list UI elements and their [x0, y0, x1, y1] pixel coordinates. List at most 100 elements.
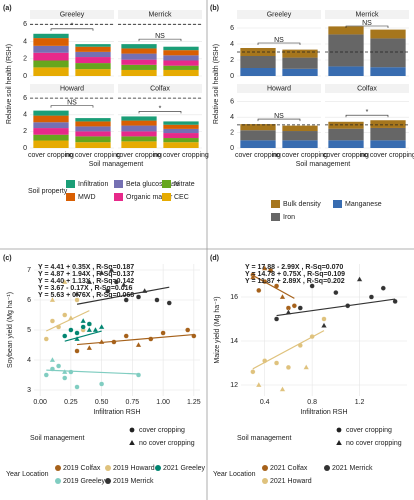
shape-legend-label: cover cropping: [139, 427, 185, 434]
bar-segment: [121, 69, 157, 76]
shape-legend-label: no cover cropping: [139, 440, 195, 447]
significance-bracket: [50, 105, 94, 108]
x-tick-label: 0.75: [126, 399, 140, 406]
point-triangle: [129, 440, 135, 445]
point-circle: [123, 297, 129, 303]
point-circle: [321, 316, 327, 322]
bar-segment: [328, 128, 364, 141]
panel-label: (a): [3, 5, 12, 12]
facet-strip: [118, 84, 202, 93]
x-tick-label: cover cropping: [116, 152, 162, 159]
significance-bracket: [138, 38, 182, 42]
fit-equation: Y = 4.41 + 0.35X , R-Sq=0.187: [38, 264, 134, 271]
legend-swatch: [105, 478, 111, 484]
bar-segment: [163, 69, 199, 76]
legend-label: MWD: [78, 194, 96, 201]
facet-strip: [237, 10, 321, 19]
point-circle: [74, 384, 80, 390]
legend-swatch: [66, 180, 75, 188]
bar-segment: [75, 63, 111, 70]
y-tick-label: 2: [23, 128, 27, 135]
point-circle: [99, 381, 105, 387]
point-circle: [309, 283, 315, 289]
point-circle: [105, 288, 111, 294]
point-triangle: [86, 344, 93, 351]
bar-segment: [33, 140, 69, 148]
facet-title: Colfax: [150, 85, 170, 92]
bar-segment: [282, 140, 318, 148]
fit-line: [252, 274, 295, 299]
legend-label: 2021 Greeley: [163, 465, 206, 472]
fit-equation: Y = 14.78 + 0.75X , R-Sq=0.109: [245, 271, 345, 278]
x-tick-label: 1.25: [187, 399, 201, 406]
x-tick-label: 0.4: [260, 399, 270, 406]
x-tick-label: 0.50: [95, 399, 109, 406]
bar-segment: [163, 138, 199, 143]
bar-segment: [163, 142, 199, 148]
fit-line: [76, 286, 170, 305]
bar-segment: [75, 121, 111, 127]
bar-segment: [370, 38, 406, 68]
fit-line: [64, 330, 102, 342]
point-circle: [160, 330, 166, 336]
y-tick-label: 2: [23, 56, 27, 63]
y-tick-label: 4: [230, 41, 234, 48]
legend-label: 2019 Howard: [113, 465, 155, 472]
point-triangle: [320, 322, 328, 328]
bar-segment: [240, 124, 276, 131]
point-triangle: [108, 266, 115, 273]
y-tick-label: 6: [27, 297, 31, 304]
fit-line: [276, 298, 396, 317]
y-tick-label: 0: [230, 145, 234, 152]
x-tick-label: 0.25: [64, 399, 78, 406]
bar-segment: [370, 127, 406, 141]
point-circle: [74, 348, 80, 354]
x-tick-label: 0.00: [33, 399, 47, 406]
facet-title: Howard: [267, 85, 291, 92]
x-tick-label: no cover cropping: [360, 152, 414, 159]
point-circle: [256, 287, 262, 293]
bar-segment: [121, 125, 157, 132]
x-axis-title: Infiltration RSH: [300, 409, 347, 416]
point-circle: [129, 427, 135, 433]
bar-segment: [75, 126, 111, 132]
point-circle: [380, 285, 386, 291]
y-tick-label: 0: [23, 145, 27, 152]
point-circle: [185, 327, 191, 333]
bar-segment: [121, 131, 157, 137]
point-circle: [43, 336, 49, 342]
point-triangle: [92, 326, 99, 333]
x-tick-label: 1.2: [355, 399, 365, 406]
bar-segment: [121, 141, 157, 148]
panel-label: (d): [210, 255, 219, 262]
point-triangle: [49, 356, 56, 363]
x-tick-label: no cover cropping: [272, 152, 328, 159]
y-tick-label: 2: [230, 57, 234, 64]
point-circle: [68, 369, 74, 375]
legend-label: 2021 Colfax: [270, 465, 308, 472]
significance-label: NS: [274, 37, 284, 44]
point-circle: [336, 427, 342, 433]
bar-segment: [163, 46, 199, 51]
point-circle: [274, 360, 280, 366]
significance-label: NS: [362, 20, 372, 27]
point-circle: [113, 279, 119, 285]
y-tick-label: 6: [23, 21, 27, 28]
legend-swatch: [66, 193, 75, 201]
y-axis-title: Relative soil health (RSH): [213, 44, 220, 124]
x-tick-label: no cover cropping: [65, 152, 121, 159]
point-circle: [268, 268, 274, 274]
bar-segment: [121, 59, 157, 65]
x-tick-label: 0.8: [307, 399, 317, 406]
bar-segment: [121, 136, 157, 142]
panel-label: (b): [210, 5, 219, 12]
legend-swatch: [162, 193, 171, 201]
point-circle: [148, 336, 154, 342]
bar-segment: [33, 60, 69, 68]
point-circle: [43, 372, 49, 378]
point-circle: [297, 305, 303, 311]
bar-segment: [328, 66, 364, 76]
y-tick-label: 6: [230, 99, 234, 106]
point-circle: [62, 375, 68, 381]
